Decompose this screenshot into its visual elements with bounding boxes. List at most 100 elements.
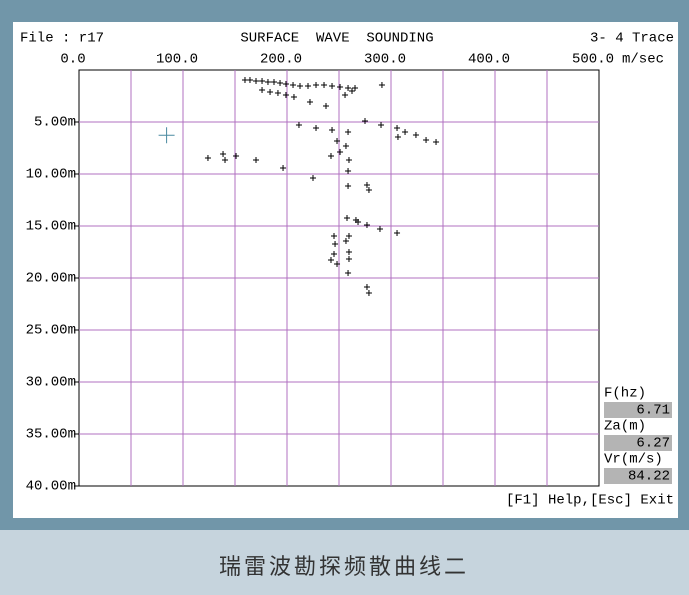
point — [313, 125, 320, 132]
point — [329, 127, 336, 134]
point — [220, 151, 227, 158]
y-tick-label: 10.00m — [26, 167, 76, 183]
za-label: Za(m) — [604, 419, 646, 435]
point — [394, 125, 401, 132]
point — [233, 153, 240, 160]
point — [349, 88, 355, 95]
caption-band — [0, 530, 689, 595]
f-value: 6.71 — [636, 403, 670, 419]
trace: 3- 4 Trace — [590, 31, 674, 47]
point — [365, 289, 372, 296]
y-tick-label: 5.00m — [34, 115, 76, 131]
point — [345, 249, 352, 255]
point — [271, 78, 277, 85]
x-tick-label: 400.0 — [468, 52, 510, 68]
point — [282, 81, 289, 88]
point — [267, 89, 274, 96]
point — [332, 240, 339, 247]
point — [337, 83, 344, 90]
point — [345, 167, 352, 174]
point — [334, 138, 341, 145]
point — [280, 164, 287, 171]
vr-box — [604, 468, 672, 484]
point — [259, 86, 266, 93]
f-box — [604, 402, 672, 418]
cursor — [158, 127, 175, 144]
point — [345, 270, 352, 277]
y-tick-label: 25.00m — [26, 323, 76, 339]
point — [327, 153, 334, 160]
point — [331, 232, 338, 239]
point — [362, 117, 368, 124]
chart-title: SURFACE WAVE SOUNDING — [240, 31, 433, 47]
help-hint: [F1] Help,[Esc] Exit — [506, 493, 674, 509]
point — [345, 156, 352, 163]
point — [376, 226, 383, 233]
point — [394, 229, 401, 236]
point — [394, 133, 401, 140]
point — [297, 83, 303, 90]
point — [363, 221, 370, 228]
point — [378, 122, 385, 129]
za-value: 6.27 — [636, 436, 670, 452]
point — [313, 81, 320, 88]
x-unit: m/sec — [622, 52, 664, 68]
x-tick-label: 0.0 — [60, 52, 85, 68]
point — [306, 99, 313, 106]
point — [327, 257, 334, 264]
point — [222, 156, 229, 163]
y-tick-label: 35.00m — [26, 427, 76, 443]
point — [365, 187, 372, 194]
point — [259, 78, 266, 85]
caption: 瑞雷波勘探频散曲线二 — [219, 555, 469, 580]
point — [342, 143, 349, 150]
x-tick-label: 200.0 — [260, 52, 302, 68]
point — [342, 237, 349, 244]
point — [402, 128, 409, 135]
y-tick-label: 20.00m — [26, 271, 76, 287]
za-box — [604, 435, 672, 451]
point — [290, 81, 297, 88]
vr-label: Vr(m/s) — [604, 452, 663, 468]
point — [342, 91, 349, 98]
file-name: File : r17 — [20, 31, 104, 47]
point — [355, 219, 362, 226]
point — [337, 148, 344, 155]
point — [295, 122, 302, 129]
point — [329, 83, 336, 90]
y-tick-label: 15.00m — [26, 219, 76, 235]
point — [290, 94, 297, 101]
point — [310, 174, 316, 181]
y-tick-label: 30.00m — [26, 375, 76, 391]
point — [253, 156, 260, 163]
point — [204, 154, 211, 161]
x-tick-label: 500.0 — [572, 52, 614, 68]
vr-value: 84.22 — [628, 469, 670, 485]
point — [334, 260, 341, 267]
point — [321, 81, 328, 88]
x-tick-label: 100.0 — [156, 52, 198, 68]
point — [412, 132, 419, 138]
point — [323, 102, 329, 109]
point — [246, 76, 253, 83]
point — [433, 138, 440, 145]
point — [264, 78, 271, 85]
point — [253, 78, 260, 85]
point — [305, 83, 312, 90]
point — [345, 84, 352, 91]
f-label: F(hz) — [604, 386, 646, 402]
app-window — [13, 22, 678, 518]
x-tick-label: 300.0 — [364, 52, 406, 68]
point — [378, 81, 385, 88]
point — [363, 284, 370, 291]
point — [345, 128, 352, 135]
point — [423, 136, 430, 143]
point — [345, 232, 352, 239]
point — [274, 89, 281, 96]
point — [352, 84, 359, 91]
point — [345, 255, 352, 262]
point — [282, 91, 289, 98]
point — [331, 250, 338, 257]
